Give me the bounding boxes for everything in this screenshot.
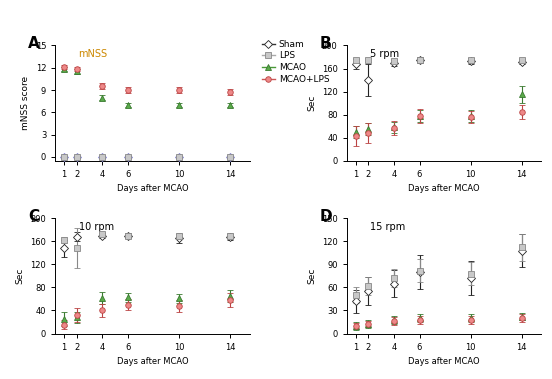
Text: 5 rpm: 5 rpm [370,49,399,59]
Text: mNSS: mNSS [78,49,108,59]
Text: A: A [28,36,40,51]
X-axis label: Days after MCAO: Days after MCAO [408,357,480,366]
Text: B: B [320,36,331,51]
Y-axis label: Sec: Sec [16,268,25,284]
Text: 15 rpm: 15 rpm [370,222,405,232]
Text: C: C [28,209,39,224]
Legend: Sham, LPS, MCAO, MCAO+LPS: Sham, LPS, MCAO, MCAO+LPS [258,36,333,88]
X-axis label: Days after MCAO: Days after MCAO [116,184,188,193]
X-axis label: Days after MCAO: Days after MCAO [116,357,188,366]
Y-axis label: Sec: Sec [307,268,316,284]
X-axis label: Days after MCAO: Days after MCAO [408,184,480,193]
Text: 10 rpm: 10 rpm [78,222,114,232]
Text: D: D [320,209,332,224]
Y-axis label: mNSS score: mNSS score [21,76,30,130]
Y-axis label: Sec: Sec [307,95,316,111]
